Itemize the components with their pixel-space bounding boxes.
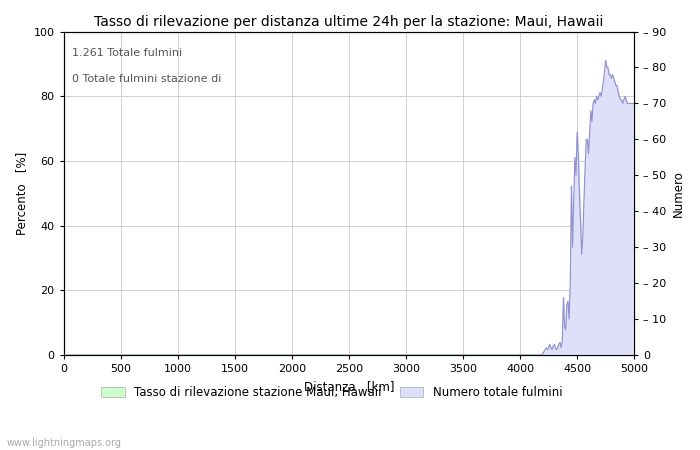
Text: 0 Totale fulmini stazione di: 0 Totale fulmini stazione di: [72, 74, 221, 84]
Title: Tasso di rilevazione per distanza ultime 24h per la stazione: Maui, Hawaii: Tasso di rilevazione per distanza ultime…: [94, 15, 603, 29]
X-axis label: Distanza   [km]: Distanza [km]: [304, 380, 394, 392]
Legend: Tasso di rilevazione stazione Maui, Hawaii, Numero totale fulmini: Tasso di rilevazione stazione Maui, Hawa…: [97, 382, 567, 404]
Text: www.lightningmaps.org: www.lightningmaps.org: [7, 438, 122, 448]
Y-axis label: Percento   [%]: Percento [%]: [15, 152, 28, 235]
Text: 1.261 Totale fulmini: 1.261 Totale fulmini: [72, 48, 182, 58]
Y-axis label: Numero: Numero: [672, 170, 685, 217]
